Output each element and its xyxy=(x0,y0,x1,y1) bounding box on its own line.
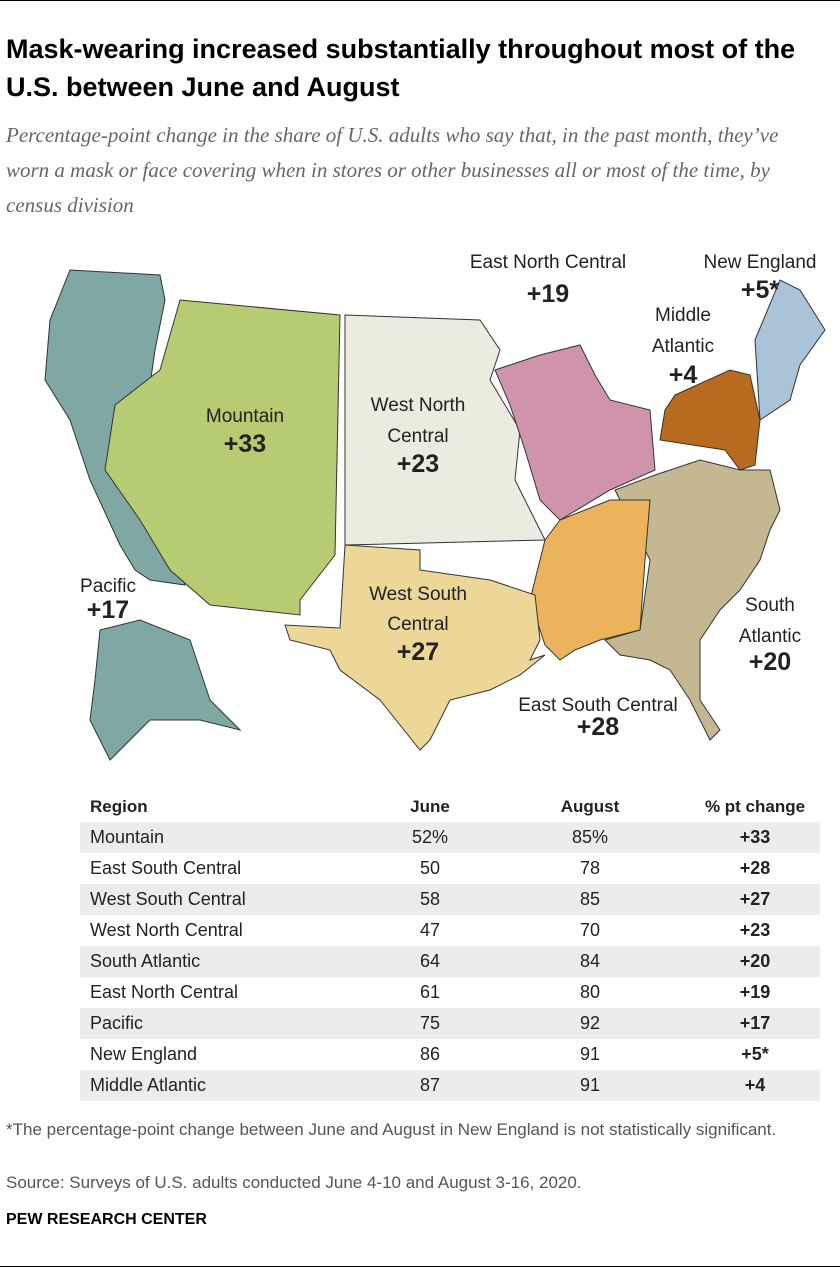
table-cell: June xyxy=(410,797,450,816)
table-cell: 80 xyxy=(579,982,601,1002)
table-row: Pacific 75 92 +17 xyxy=(80,1008,820,1039)
table-row: Middle Atlantic 87 91 +4 xyxy=(80,1070,820,1101)
table-cell: 47 xyxy=(419,920,441,940)
region-south-atlantic xyxy=(604,459,781,741)
table-cell: West North Central xyxy=(90,920,243,940)
region-name: Middle Atlantic xyxy=(652,305,714,357)
table-cell: 85 xyxy=(579,889,601,909)
table-cell: +27 xyxy=(739,889,771,909)
region-change: +28 xyxy=(577,713,620,741)
region-name: East North Central xyxy=(470,252,626,273)
region-name: West North Central xyxy=(371,395,466,447)
table-cell: Region xyxy=(90,797,148,816)
table-cell: +17 xyxy=(739,1013,771,1033)
table-cell: West South Central xyxy=(90,889,246,909)
table-cell: +5* xyxy=(741,1044,769,1064)
top-rule xyxy=(0,0,840,1)
table-cell: 78 xyxy=(579,858,601,878)
table-cell: 58 xyxy=(419,889,441,909)
table-row: New England 86 91 +5* xyxy=(80,1039,820,1070)
table-cell: New England xyxy=(90,1044,198,1064)
region-change: +33 xyxy=(224,430,266,458)
region-mountain xyxy=(104,299,341,616)
table-cell: Middle Atlantic xyxy=(90,1075,207,1095)
table-cell: +28 xyxy=(739,858,771,878)
region-name: Pacific xyxy=(80,576,136,597)
table-header: Region June August % pt change xyxy=(80,791,820,822)
table-cell: % pt change xyxy=(704,797,806,816)
region-name: East South Central xyxy=(518,695,677,716)
source: Source: Surveys of U.S. adults conducted… xyxy=(6,1173,582,1192)
table-cell: East North Central xyxy=(90,982,239,1002)
region-change: +20 xyxy=(749,648,791,676)
region-change: +17 xyxy=(87,596,129,624)
region-middle-atlantic xyxy=(659,369,761,471)
table-cell: Mountain xyxy=(90,827,165,847)
subtitle: Percentage-point change in the share of … xyxy=(6,123,779,217)
region-east-south-central xyxy=(529,499,651,661)
map: Pacific+17 Mountain +33 West North Central +2… xyxy=(44,252,826,761)
region-change: +27 xyxy=(397,638,439,666)
table-row: West North Central 47 70 +23 xyxy=(80,915,820,946)
table-cell: +4 xyxy=(744,1075,766,1095)
table-row: East South Central 50 78 +28 xyxy=(80,853,820,884)
table-row: West South Central 58 85 +27 xyxy=(80,884,820,915)
table-row: South Atlantic 64 84 +20 xyxy=(80,946,820,977)
table-cell: 52% xyxy=(411,827,449,847)
region-west-north-central xyxy=(344,314,546,546)
table-cell: 86 xyxy=(419,1044,441,1064)
table-cell: 84 xyxy=(579,951,601,971)
region-west-south-central xyxy=(284,544,546,751)
table-cell: 64 xyxy=(419,951,441,971)
table-cell: 92 xyxy=(579,1013,601,1033)
region-change: +4 xyxy=(669,361,698,389)
table-cell: +19 xyxy=(739,982,771,1002)
table-cell: 87 xyxy=(419,1075,441,1095)
region-new-england xyxy=(754,279,826,421)
table-cell: +33 xyxy=(739,827,771,847)
table-cell: 50 xyxy=(419,858,441,878)
region-name: New England xyxy=(703,252,816,273)
table-cell: 61 xyxy=(419,982,441,1002)
table-row: Mountain 52% 85% +33 xyxy=(80,822,820,853)
table-cell: East South Central xyxy=(90,858,242,878)
region-name: South Atlantic xyxy=(739,595,801,647)
table-cell: 75 xyxy=(419,1013,441,1033)
table-cell: South Atlantic xyxy=(90,951,201,971)
table-cell: August xyxy=(560,797,620,816)
table-cell: +23 xyxy=(739,920,771,940)
region-east-north-central xyxy=(494,344,656,521)
table-cell: Pacific xyxy=(90,1013,144,1033)
map-shapes xyxy=(44,269,826,761)
region-name: West South Central xyxy=(369,584,467,635)
table-row: East North Central 61 80 +19 xyxy=(80,977,820,1008)
table-cell: +20 xyxy=(739,951,771,971)
brand: PEW RESEARCH CENTER xyxy=(6,1211,207,1228)
region-change: +5* xyxy=(741,276,780,304)
table-cell: 85% xyxy=(571,827,609,847)
title: Mask-wearing increased substantially thr… xyxy=(6,34,796,102)
region-name: Mountain xyxy=(206,406,284,427)
table-cell: 70 xyxy=(579,920,601,940)
footnote: *The percentage-point change between Jun… xyxy=(6,1120,777,1139)
region-alaska xyxy=(89,619,242,761)
region-change: +23 xyxy=(397,450,439,478)
table-cell: 91 xyxy=(579,1044,601,1064)
table-cell: 91 xyxy=(579,1075,601,1095)
bottom-rule xyxy=(0,1266,840,1267)
region-change: +19 xyxy=(527,280,569,308)
